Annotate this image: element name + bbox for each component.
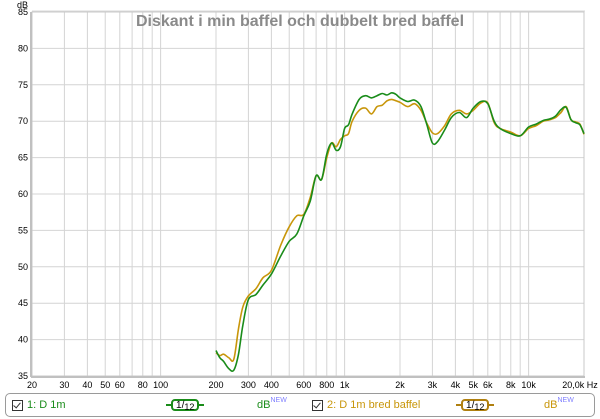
svg-text:300: 300 xyxy=(241,380,256,390)
svg-text:40: 40 xyxy=(18,335,28,345)
svg-text:400: 400 xyxy=(264,380,279,390)
svg-text:4k: 4k xyxy=(451,380,461,390)
visibility-checkbox-2[interactable] xyxy=(312,399,323,411)
svg-text:200: 200 xyxy=(208,380,223,390)
series-label-2: 2: D 1m bred baffel xyxy=(327,399,421,411)
svg-text:10k: 10k xyxy=(521,380,536,390)
svg-text:6k: 6k xyxy=(483,380,493,390)
y-axis-unit: dB xyxy=(17,0,28,10)
svg-text:80: 80 xyxy=(138,380,148,390)
legend-bar: 1: D 1m 1/12 dBNEW 2: D 1m bred baffel 1… xyxy=(5,393,595,417)
curve-1 xyxy=(215,91,585,372)
legend-entry-2[interactable]: 2: D 1m bred baffel xyxy=(312,394,420,416)
svg-text:800: 800 xyxy=(319,380,334,390)
svg-text:50: 50 xyxy=(18,262,28,272)
svg-text:1k: 1k xyxy=(340,380,350,390)
svg-text:100: 100 xyxy=(153,380,168,390)
svg-text:20,0k Hz: 20,0k Hz xyxy=(562,380,598,390)
svg-text:85: 85 xyxy=(18,7,28,17)
grid-lines xyxy=(31,11,585,377)
smoothing-fraction-1: 1/12 xyxy=(171,399,200,411)
smoothing-button-1[interactable]: 1/12 xyxy=(166,398,205,412)
svg-text:55: 55 xyxy=(18,225,28,235)
svg-text:50: 50 xyxy=(100,380,110,390)
unit-selector-2[interactable]: dBNEW xyxy=(544,397,574,411)
svg-text:40: 40 xyxy=(82,380,92,390)
y-axis-ticks: 35 40 45 50 55 60 65 70 75 80 85 xyxy=(18,7,28,381)
svg-text:35: 35 xyxy=(18,371,28,381)
series-label-1: 1: D 1m xyxy=(27,399,66,411)
visibility-checkbox-1[interactable] xyxy=(12,399,23,411)
svg-text:2k: 2k xyxy=(395,380,405,390)
svg-text:600: 600 xyxy=(296,380,311,390)
frequency-response-chart: Diskant i min baffel och dubbelt bred ba… xyxy=(17,0,599,390)
svg-text:80: 80 xyxy=(18,43,28,53)
svg-text:60: 60 xyxy=(18,189,28,199)
svg-text:75: 75 xyxy=(18,80,28,90)
svg-text:70: 70 xyxy=(18,116,28,126)
svg-text:45: 45 xyxy=(18,298,28,308)
legend-entry-1[interactable]: 1: D 1m xyxy=(12,394,66,416)
curve-2 xyxy=(215,98,585,363)
unit-selector-1[interactable]: dBNEW xyxy=(257,397,287,411)
svg-text:60: 60 xyxy=(115,380,125,390)
smoothing-button-2[interactable]: 1/12 xyxy=(456,398,495,412)
chart-title: Diskant i min baffel och dubbelt bred ba… xyxy=(136,13,464,30)
svg-text:3k: 3k xyxy=(428,380,438,390)
svg-text:5k: 5k xyxy=(468,380,478,390)
svg-text:20: 20 xyxy=(27,380,37,390)
svg-text:30: 30 xyxy=(59,380,69,390)
x-axis-ticks: 20 30 40 50 60 80 100 200 300 400 600 800 1k 2k 3k 4k 5k… xyxy=(27,380,598,390)
svg-text:8k: 8k xyxy=(506,380,516,390)
svg-text:65: 65 xyxy=(18,153,28,163)
smoothing-fraction-2: 1/12 xyxy=(461,399,490,411)
data-curves xyxy=(215,91,585,372)
